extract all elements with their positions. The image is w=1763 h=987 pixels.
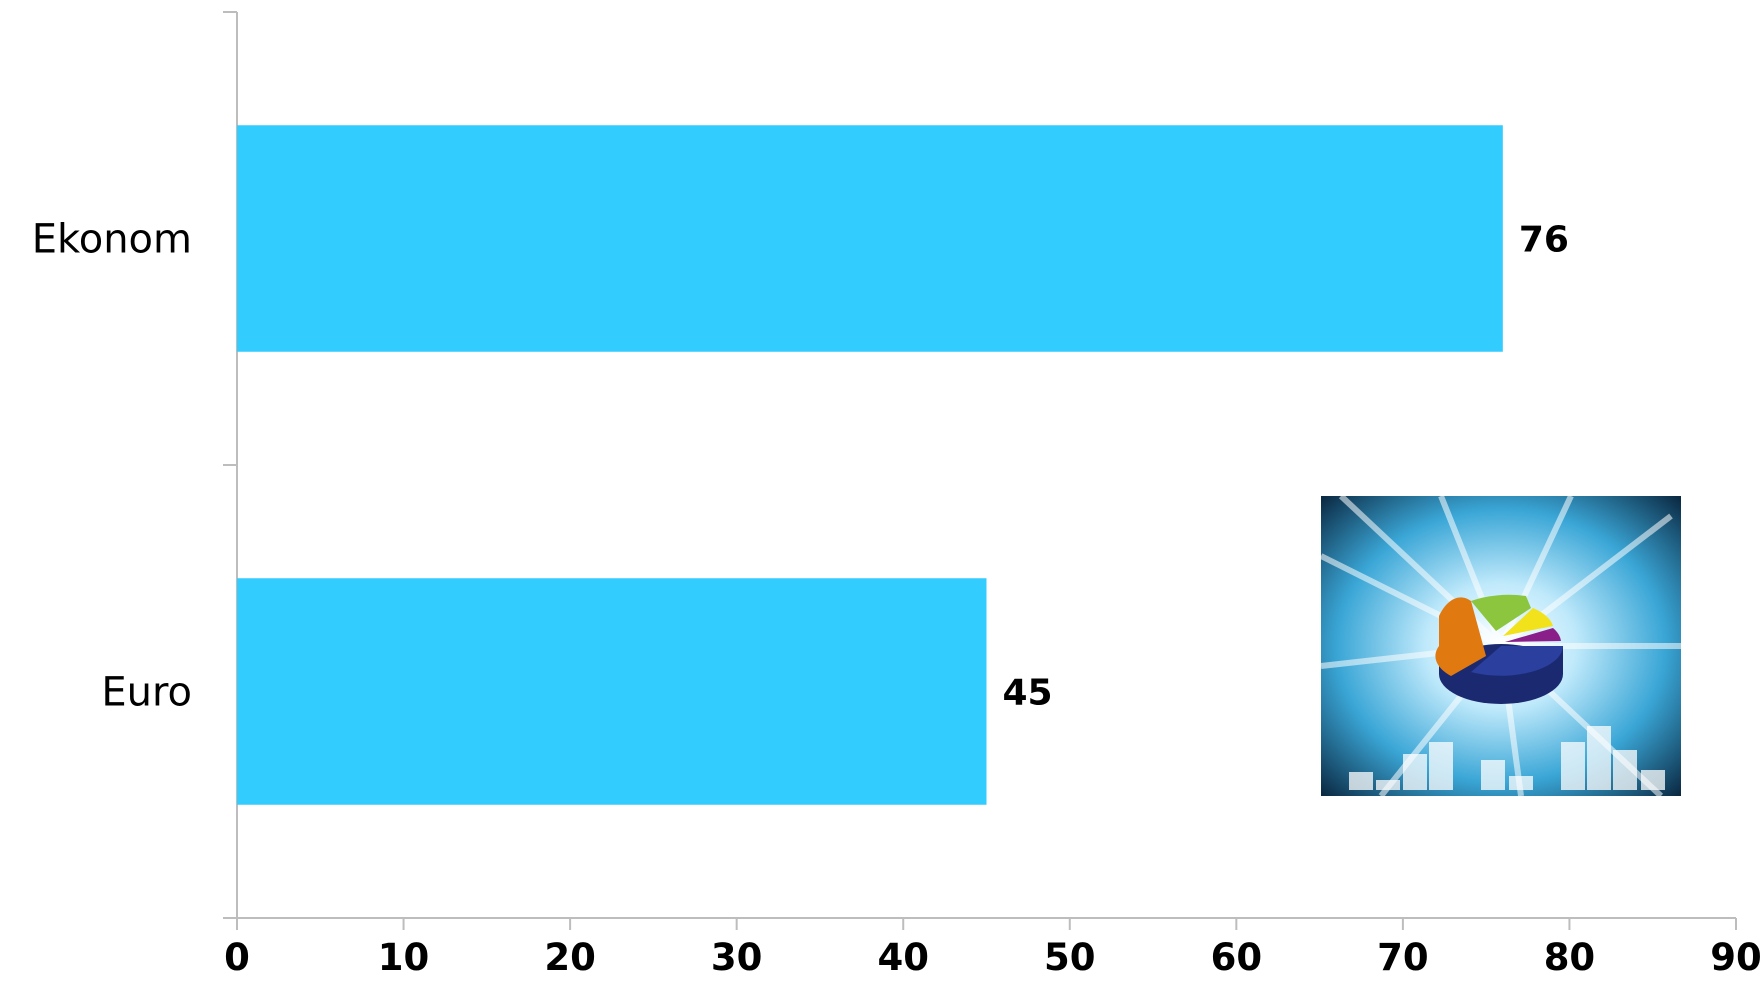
x-tick-label: 30 [711, 936, 763, 979]
x-tick-label: 60 [1211, 936, 1263, 979]
pie-chart-burst-icon [1319, 493, 1681, 799]
x-tick-label: 80 [1544, 936, 1596, 979]
bar-euro [237, 578, 987, 805]
data-label: 76 [1519, 220, 1569, 261]
category-label: Ekonom [32, 217, 192, 263]
x-tick-label: 50 [1044, 936, 1096, 979]
x-tick-label: 90 [1710, 936, 1762, 979]
bar-series: Ekonom 76 Euro 45 [32, 125, 1569, 805]
bar-ekonom [237, 125, 1503, 352]
x-tick-label: 20 [544, 936, 596, 979]
data-label: 45 [1003, 673, 1053, 714]
x-tick-label: 0 [224, 936, 250, 979]
x-axis-ticks: 0 10 20 30 40 50 60 70 80 90 [224, 918, 1762, 979]
x-tick-label: 10 [378, 936, 430, 979]
category-label: Euro [101, 670, 192, 716]
x-tick-label: 70 [1377, 936, 1429, 979]
x-tick-label: 40 [877, 936, 929, 979]
